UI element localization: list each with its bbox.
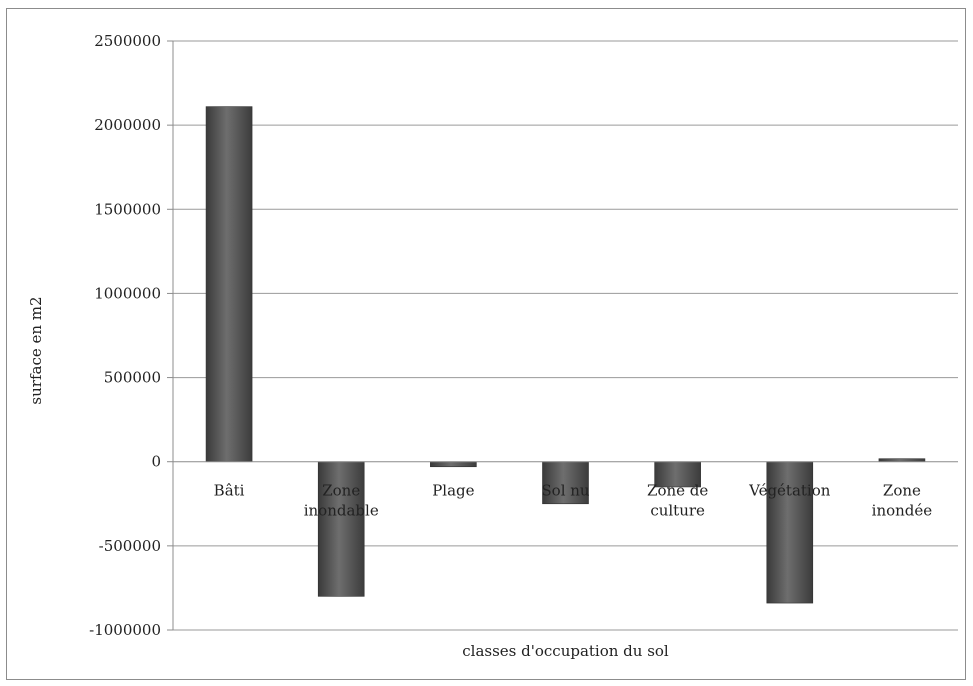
bar bbox=[205, 106, 253, 463]
category-labels: Bâti Zone inondable Plage Sol nu Zone de cultu… bbox=[214, 482, 933, 520]
y-tick-label: 500000 bbox=[104, 369, 161, 387]
category-label: Bâti bbox=[214, 482, 245, 500]
bar bbox=[317, 461, 365, 597]
category-label: Végétation bbox=[748, 482, 831, 500]
category-label: Plage bbox=[432, 482, 474, 500]
y-tick-label: -500000 bbox=[99, 537, 161, 555]
bars bbox=[205, 106, 926, 604]
x-axis-title: classes d'occupation du sol bbox=[462, 642, 669, 660]
y-tick-label: 1000000 bbox=[94, 284, 161, 302]
bar bbox=[542, 461, 589, 505]
y-axis-title: surface en m2 bbox=[27, 296, 45, 404]
bar bbox=[766, 461, 814, 604]
y-tick-label: 1500000 bbox=[94, 200, 161, 218]
gridlines bbox=[173, 40, 958, 631]
y-tick-label: 2000000 bbox=[94, 116, 161, 134]
y-tick-labels: 2500000 2000000 1500000 1000000 500000 0 -5000… bbox=[89, 32, 173, 639]
category-label: Zone inondée bbox=[872, 482, 933, 520]
y-tick-label: 2500000 bbox=[94, 32, 161, 50]
bar bbox=[430, 461, 477, 468]
category-label: Zone inondable bbox=[304, 482, 379, 520]
category-label: Zone de culture bbox=[647, 482, 708, 520]
y-tick-label: 0 bbox=[151, 453, 161, 471]
bar bbox=[654, 461, 701, 488]
y-tick-label: -1000000 bbox=[89, 621, 161, 639]
category-label: Sol nu bbox=[541, 482, 590, 500]
